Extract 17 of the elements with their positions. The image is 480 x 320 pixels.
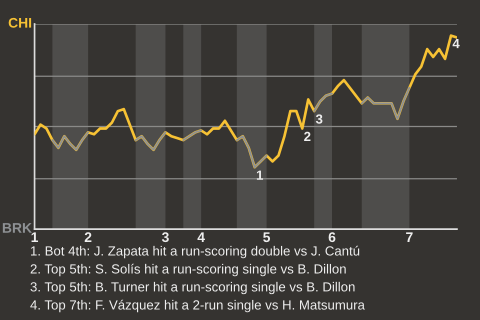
text: BRK <box>2 223 32 233</box>
x-tick-label: 2 <box>84 232 92 242</box>
text: 2. Top 5th: S. Solís hit a run-scoring single vs B. Dillon <box>30 264 346 276</box>
x-tick-label: 5 <box>263 232 270 242</box>
text: 1. Bot 4th: J. Zapata hit a run-scoring double vs J. Cantú <box>31 246 360 258</box>
x-tick-label: 3 <box>162 232 169 242</box>
text: 4. Top 7th: F. Vázquez hit a 2-run single vs H. Matsumura <box>30 300 365 312</box>
text: CHI <box>8 18 32 28</box>
x-tick-label: 6 <box>328 232 336 242</box>
annotation: 2 <box>304 132 310 141</box>
x-tick-label: 4 <box>197 232 205 242</box>
annotation: 4 <box>452 39 460 48</box>
x-tick-label: 1 <box>32 232 38 242</box>
annotation: 1 <box>256 170 264 180</box>
text: 3. Top 5th: B. Turner hit a run-scoring single vs B. Dillon <box>30 282 355 294</box>
annotation: 3 <box>316 114 322 124</box>
x-tick-label: 7 <box>406 232 413 242</box>
